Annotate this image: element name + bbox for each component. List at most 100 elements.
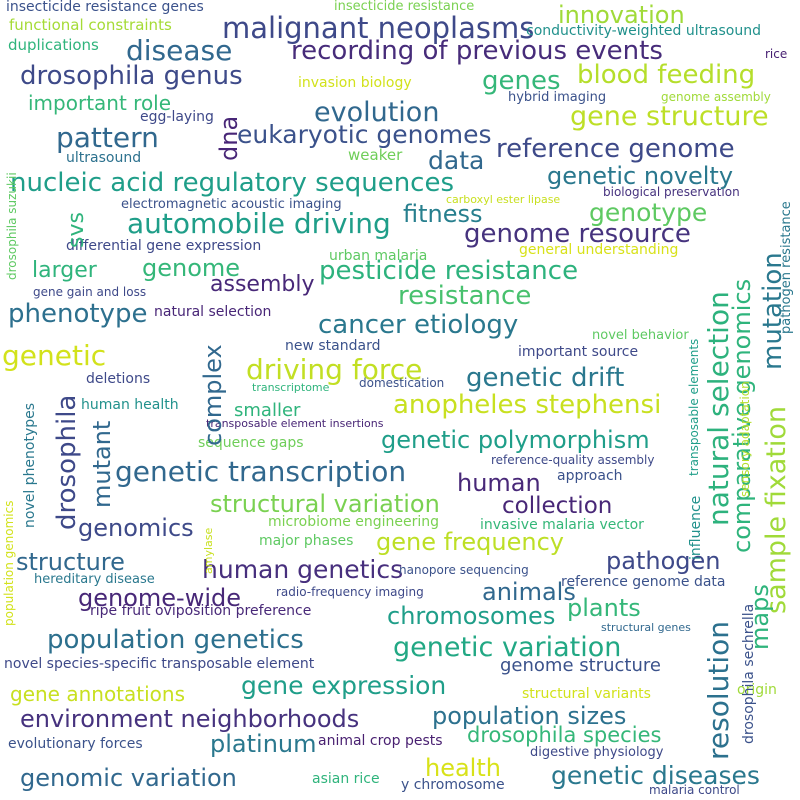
word: gene annotations <box>10 682 186 706</box>
word: genotype <box>589 198 708 227</box>
word: eukaryotic genomes <box>237 120 492 149</box>
word: genetic polymorphism <box>381 426 650 454</box>
word: novel species-specific transposable elem… <box>4 656 315 672</box>
word: insecticide resistance genes <box>6 0 204 15</box>
word: invasion biology <box>298 75 412 91</box>
word: major phases <box>259 533 354 549</box>
word: population sizes <box>432 702 627 730</box>
word: egg-laying <box>140 109 214 125</box>
word: genetic variation <box>393 632 622 663</box>
word: drosophila sechrella <box>741 603 757 744</box>
word: natural selection <box>154 304 272 320</box>
word: genomics <box>78 514 194 542</box>
word: data <box>428 146 485 175</box>
word: phenotype <box>8 299 148 329</box>
word: ripe fruit oviposition preference <box>90 603 312 619</box>
word: collection <box>502 493 613 519</box>
word: pattern <box>56 121 159 154</box>
word: drosophila <box>52 394 82 530</box>
word: hybrid imaging <box>508 90 607 105</box>
word: origin <box>737 682 777 698</box>
word: biological preservation <box>603 185 740 199</box>
word: resistance <box>398 281 532 311</box>
word: fitness <box>403 200 483 228</box>
word: drosophila species <box>467 723 662 747</box>
word: transcriptome <box>252 381 330 394</box>
word: population genomics <box>2 500 16 627</box>
word: genetic transcription <box>115 455 407 488</box>
word: influence <box>688 495 704 560</box>
word: carboxyl ester lipase <box>446 193 561 206</box>
word: chromosomes <box>387 602 556 630</box>
word: hereditary disease <box>34 572 155 587</box>
word: animals <box>482 578 576 606</box>
word: animal crop pests <box>318 733 443 749</box>
word: dna <box>215 115 243 161</box>
word: driving force <box>246 353 423 386</box>
word: structural genes <box>601 621 691 634</box>
word: human genetics <box>202 555 404 584</box>
word: innovation <box>558 1 685 29</box>
word: amylase <box>202 527 215 574</box>
word: population genetics <box>47 625 304 655</box>
word: structure <box>16 548 125 576</box>
word: reference genome <box>496 134 735 164</box>
word: urban malaria <box>329 248 428 264</box>
word: pathogen <box>606 547 721 575</box>
word: disease <box>126 34 233 67</box>
word: general understanding <box>519 242 679 258</box>
word: environment neighborhoods <box>20 705 360 733</box>
word: sensory adaptation <box>738 381 752 497</box>
word: digestive physiology <box>530 745 664 760</box>
word: sample fixation <box>761 406 792 614</box>
word: pesticide resistance <box>319 256 579 286</box>
word: domestication <box>359 376 445 390</box>
word: pathogen resistance <box>779 201 794 334</box>
word: mutant <box>88 420 116 508</box>
word: genetic drift <box>466 363 625 393</box>
word: evolution <box>314 97 440 128</box>
word: genome assembly <box>661 90 771 104</box>
word: important role <box>28 91 172 115</box>
word: gene frequency <box>376 528 564 556</box>
word: important source <box>518 344 639 360</box>
word: y chromosome <box>401 777 505 793</box>
word: ultrasound <box>66 150 142 166</box>
word: smaller <box>234 400 301 421</box>
word: duplications <box>8 36 99 54</box>
word: novel behavior <box>592 328 689 343</box>
word: nanopore sequencing <box>399 563 529 577</box>
word: genome resource <box>464 219 691 249</box>
word: weaker <box>348 146 403 164</box>
word: genetic diseases <box>551 761 760 790</box>
word: gene structure <box>570 101 769 132</box>
word: genome <box>142 254 241 282</box>
word: transposable elements <box>687 338 701 476</box>
word: genetic <box>2 339 107 372</box>
word: new standard <box>285 338 381 354</box>
word: malignant neoplasms <box>222 11 535 45</box>
word: genome-wide <box>78 584 241 612</box>
word: plants <box>567 594 641 622</box>
word: platinum <box>210 730 317 758</box>
word: functional constraints <box>9 16 172 34</box>
word: svs <box>64 212 89 248</box>
word: novel phenotypes <box>22 402 38 528</box>
word: gene gain and loss <box>33 285 147 299</box>
word: asian rice <box>312 771 380 787</box>
word: genes <box>482 66 561 96</box>
word: larger <box>32 258 97 283</box>
word: drosophila suzukii <box>5 172 19 280</box>
word: assembly <box>210 272 315 297</box>
word: nucleic acid regulatory sequences <box>10 168 455 198</box>
word: human health <box>81 397 179 413</box>
word: microbiome engineering <box>268 514 440 530</box>
word: rice <box>765 47 788 61</box>
word: structural variants <box>522 686 651 702</box>
word: transposable element insertions <box>206 417 384 430</box>
word: structural variation <box>210 490 440 518</box>
word: gene expression <box>241 671 447 700</box>
word: genetic novelty <box>547 162 734 190</box>
word: malaria control <box>649 783 740 797</box>
